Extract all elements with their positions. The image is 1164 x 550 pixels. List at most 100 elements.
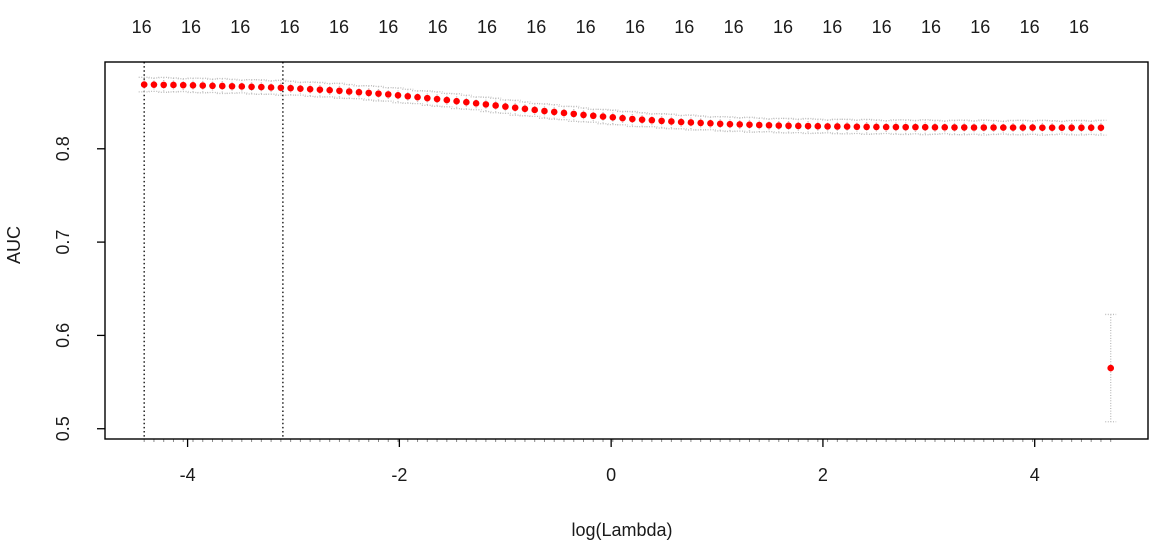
error-bar	[900, 119, 912, 136]
nzero-label: 16	[230, 17, 250, 37]
cv-mean-point	[1009, 124, 1017, 131]
cv-mean-point	[882, 123, 890, 131]
cv-mean-point	[629, 115, 636, 123]
nzero-label: 16	[477, 17, 497, 37]
cv-mean-point	[1019, 124, 1027, 131]
cv-mean-point	[541, 107, 548, 115]
cv-mean-point	[560, 109, 568, 117]
error-bar	[548, 103, 560, 120]
cv-mean-point	[179, 81, 187, 89]
error-bar	[1007, 119, 1019, 136]
y-tick-label: 0.7	[53, 230, 73, 255]
error-bar	[177, 78, 189, 93]
cv-mean-point	[297, 85, 304, 92]
cv-mean-point	[873, 123, 880, 131]
cv-mean-point	[248, 83, 255, 91]
error-bar	[568, 105, 580, 122]
x-tick-label: 4	[1030, 465, 1040, 485]
cv-mean-point	[492, 102, 499, 109]
error-bar	[382, 87, 394, 102]
cv-mean-point	[189, 82, 197, 89]
cv-mean-point	[599, 113, 607, 120]
error-bar	[363, 85, 375, 101]
error-bar	[1056, 120, 1068, 135]
error-bar	[499, 99, 511, 114]
cv-mean-point	[258, 83, 265, 91]
cv-mean-point	[482, 101, 490, 108]
error-bar	[529, 102, 541, 118]
x-axis-title: log(Lambda)	[571, 520, 672, 540]
cv-mean-point	[619, 114, 626, 122]
error-bar	[470, 96, 482, 111]
error-bar	[451, 93, 463, 110]
error-bar	[509, 99, 521, 116]
error-bar	[275, 79, 287, 96]
error-bar	[861, 118, 873, 135]
cv-mean-point	[609, 114, 617, 121]
cv-mean-point	[980, 124, 988, 131]
cv-mean-point	[746, 121, 753, 129]
error-bar	[490, 97, 502, 114]
error-bar	[714, 115, 726, 132]
cv-mean-point	[1029, 124, 1036, 131]
error-bar	[939, 120, 951, 135]
error-bar	[1017, 119, 1029, 136]
cv-mean-point	[384, 91, 392, 98]
error-bar	[968, 120, 980, 135]
nzero-label: 16	[625, 17, 645, 37]
cv-mean-point	[365, 89, 373, 97]
cv-mean-point	[824, 123, 831, 130]
y-tick-label: 0.5	[53, 416, 73, 441]
cv-mean-point	[228, 82, 236, 90]
cv-mean-point	[336, 87, 343, 95]
nzero-label: 16	[378, 17, 398, 37]
error-bar	[773, 117, 785, 134]
nzero-label: 16	[822, 17, 842, 37]
error-bar	[187, 77, 199, 94]
cv-mean-point	[140, 81, 148, 88]
cv-mean-point	[931, 124, 939, 131]
error-bar	[1085, 120, 1097, 136]
error-bar	[763, 118, 775, 133]
cv-mean-point	[687, 119, 695, 126]
cv-mean-point	[424, 94, 431, 102]
x-axis: -4 -2 0 2 4	[180, 439, 1040, 485]
cv-mean-point	[755, 121, 763, 129]
error-bar	[841, 118, 853, 135]
cv-mean-point	[1107, 364, 1115, 372]
cv-mean-point	[960, 124, 968, 131]
x-tick-label: 0	[606, 465, 616, 485]
y-axis: 0.5 0.6 0.7 0.8	[53, 136, 105, 441]
error-bar	[255, 79, 267, 96]
cv-mean-point	[345, 88, 353, 95]
y-tick-label: 0.8	[53, 136, 73, 161]
cv-mean-point	[199, 82, 207, 89]
error-bar	[812, 118, 824, 134]
nzero-label: 16	[1069, 17, 1089, 37]
cv-mean-point	[1048, 124, 1056, 131]
cv-mean-point	[814, 122, 822, 130]
cv-mean-point	[404, 92, 412, 100]
cv-mean-point	[326, 86, 333, 94]
cv-mean-point	[804, 122, 812, 130]
cv-mean-point	[531, 106, 538, 114]
x-tick-label: -4	[180, 465, 196, 485]
error-bar	[919, 119, 931, 136]
cv-mean-point	[472, 100, 480, 107]
error-bar	[929, 119, 941, 135]
error-bar	[558, 105, 570, 121]
cv-mean-point	[765, 121, 773, 129]
nzero-label: 16	[872, 17, 892, 37]
cv-mean-point	[1068, 124, 1075, 131]
error-bar	[578, 107, 590, 123]
error-bar	[294, 81, 306, 96]
cv-mean-point	[775, 122, 783, 129]
cv-mean-point	[570, 110, 578, 118]
error-bar	[314, 81, 326, 98]
error-bar	[392, 87, 404, 104]
cv-mean-point	[1058, 124, 1066, 131]
cv-mean-point	[951, 124, 958, 131]
cv-mean-point	[150, 81, 158, 88]
error-bar	[607, 109, 619, 126]
